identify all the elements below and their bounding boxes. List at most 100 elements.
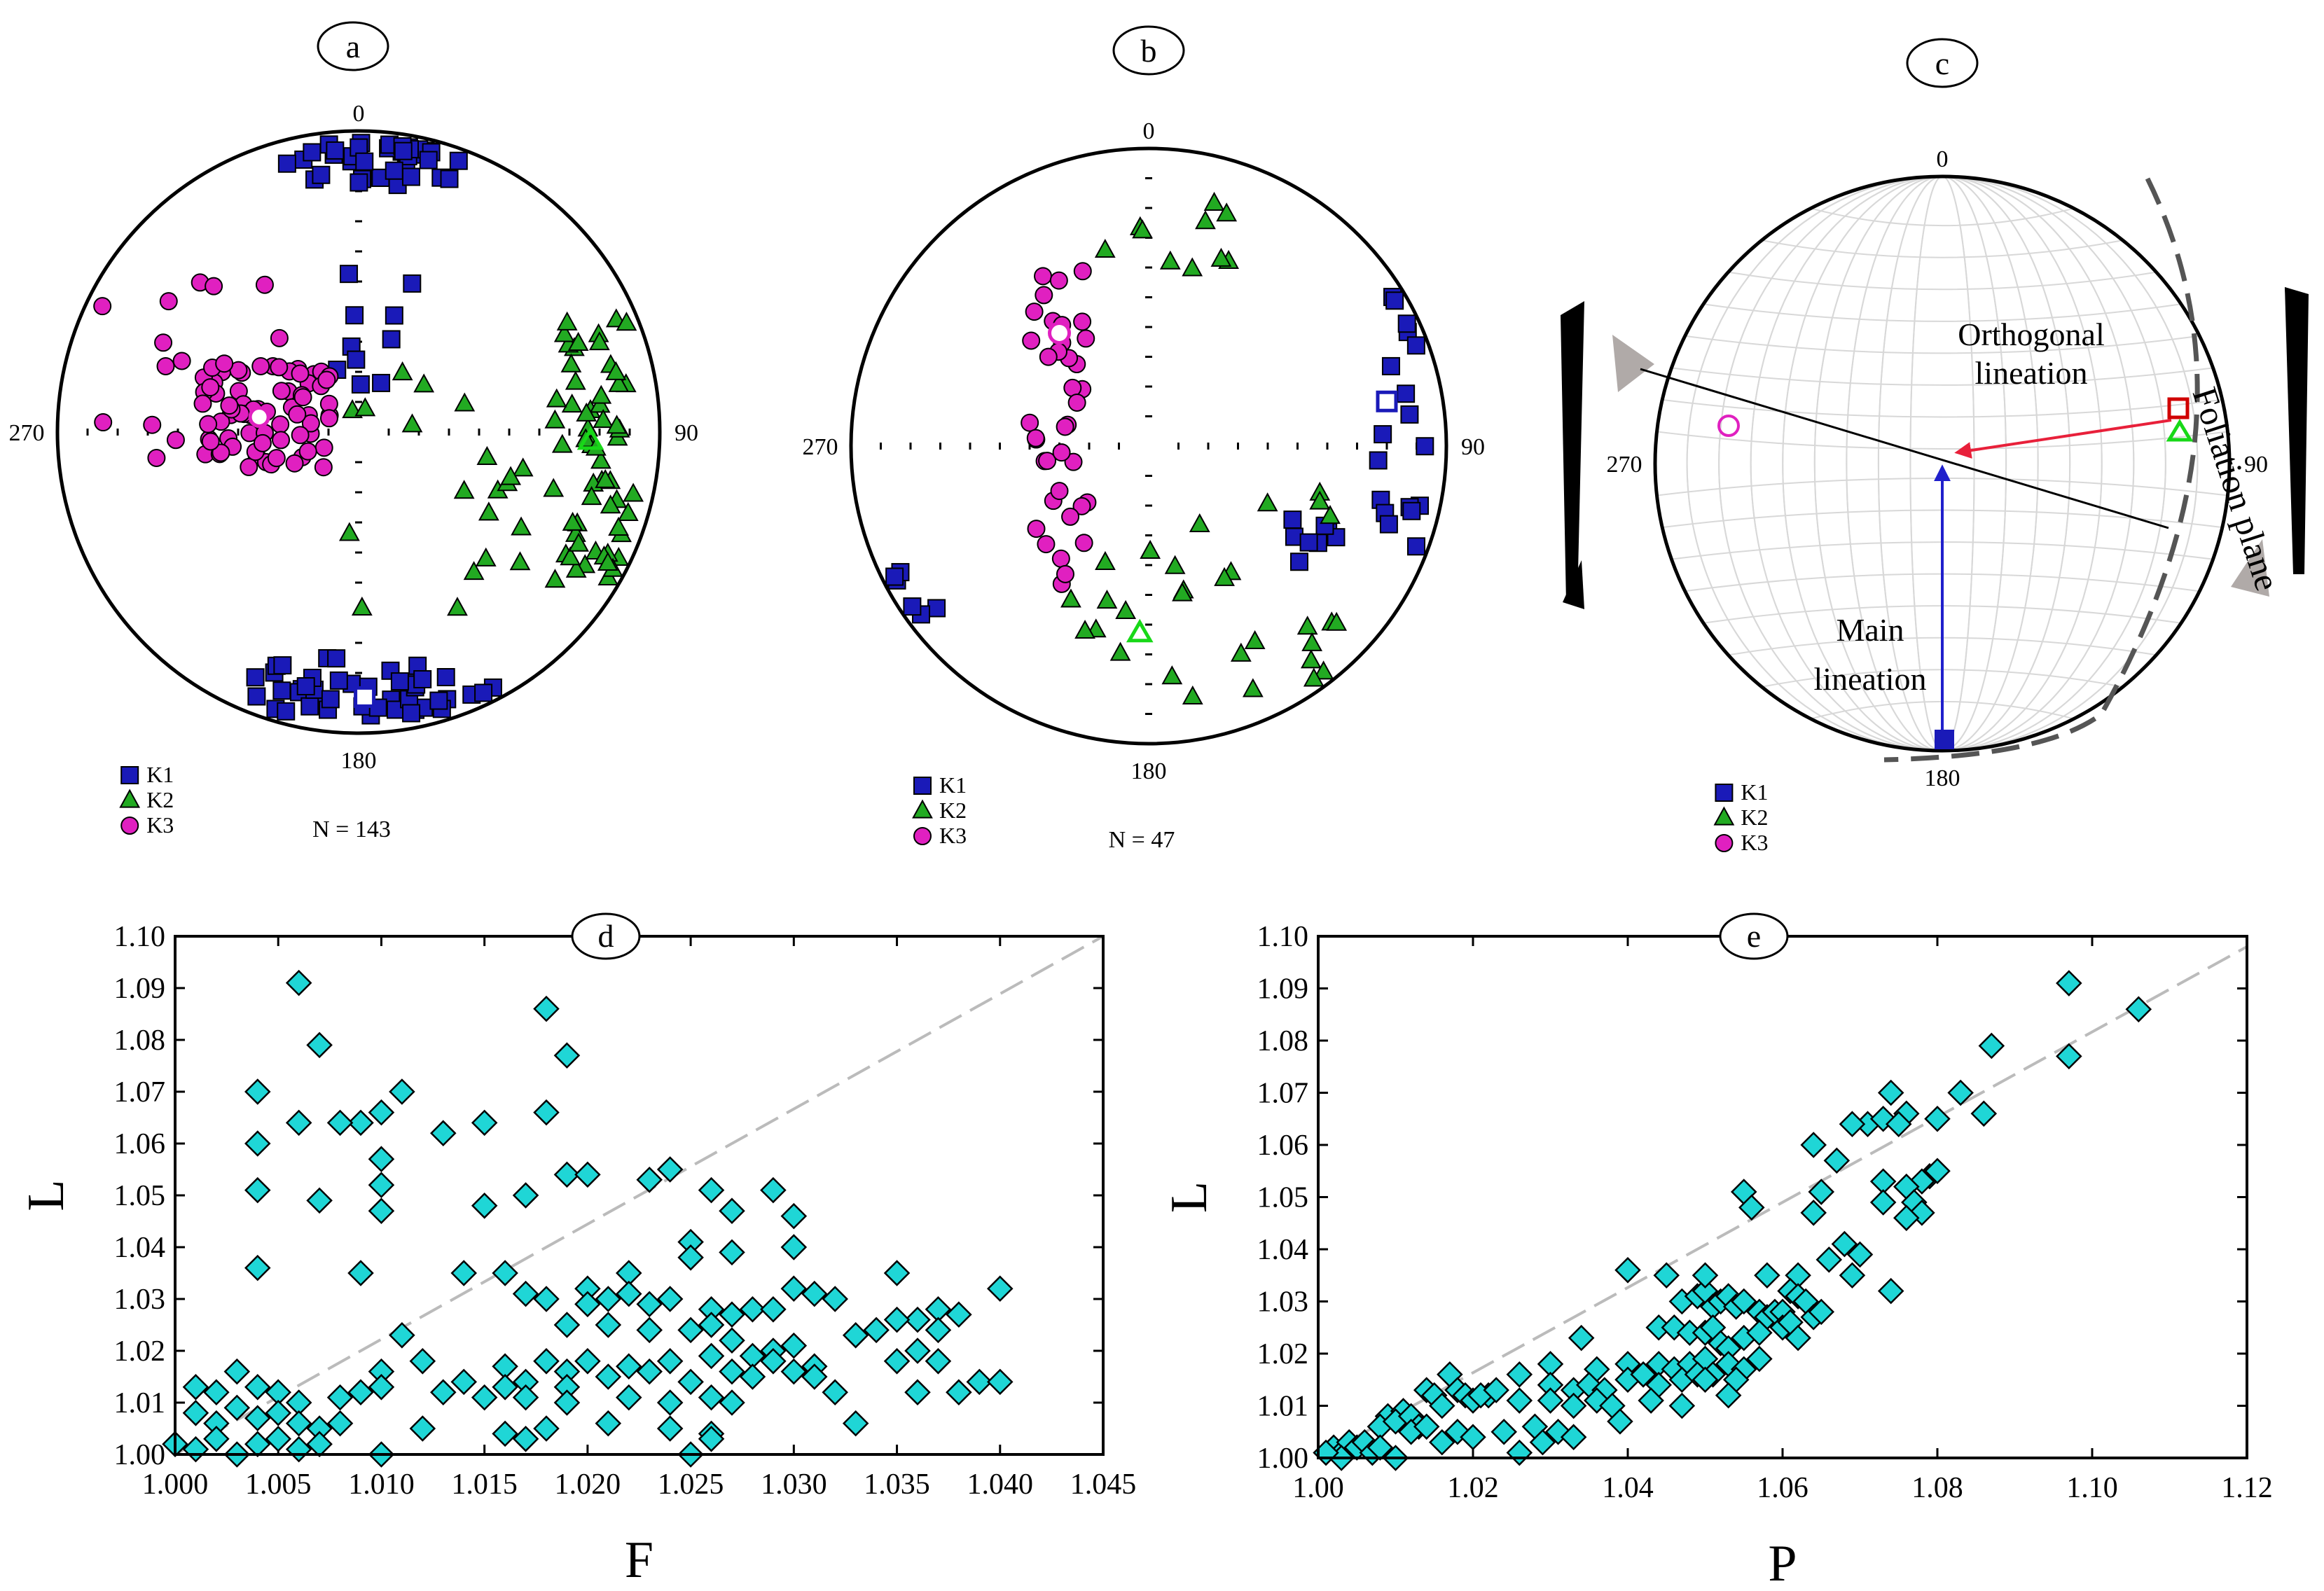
legend-label-k2: K2 bbox=[146, 787, 174, 812]
data-point bbox=[801, 1280, 828, 1307]
data-point bbox=[904, 1379, 931, 1405]
data-point bbox=[1893, 1204, 1920, 1232]
data-point bbox=[1831, 1230, 1858, 1258]
data-point bbox=[553, 1161, 581, 1188]
shear-arrow-right-tip bbox=[2285, 287, 2306, 336]
data-point bbox=[492, 1260, 518, 1286]
k2-pole bbox=[597, 551, 618, 571]
y-tick-label: 1.08 bbox=[114, 1024, 166, 1057]
data-point bbox=[656, 1348, 684, 1375]
k3-pole bbox=[154, 333, 173, 352]
k3-pole bbox=[201, 378, 220, 397]
data-point bbox=[1506, 1387, 1533, 1414]
k1-pole bbox=[474, 683, 493, 702]
k2-pole bbox=[1326, 611, 1348, 631]
k3-pole bbox=[255, 275, 274, 294]
x-tick-label: 1.06 bbox=[1757, 1472, 1808, 1504]
data-point bbox=[347, 1260, 374, 1286]
k1-pole bbox=[1379, 515, 1398, 534]
x-tick-label: 1.025 bbox=[658, 1468, 724, 1501]
k3-pole bbox=[1049, 271, 1068, 290]
panel-label: b bbox=[1141, 33, 1157, 69]
legend-label-k1: K1 bbox=[1741, 779, 1768, 805]
k3-pole bbox=[240, 457, 258, 476]
data-point bbox=[1815, 1246, 1843, 1273]
data-point bbox=[553, 1042, 581, 1069]
y-axis-title: L bbox=[1161, 1181, 1218, 1213]
direction-270: 270 bbox=[9, 420, 45, 446]
k1-pole bbox=[246, 668, 265, 687]
x-tick-label: 1.04 bbox=[1602, 1472, 1654, 1504]
k2-pole bbox=[500, 466, 521, 485]
data-point bbox=[904, 1338, 931, 1364]
data-point bbox=[780, 1275, 808, 1302]
data-point bbox=[904, 1306, 931, 1333]
data-point bbox=[574, 1291, 601, 1318]
k1-mean bbox=[354, 686, 376, 708]
k3-pole bbox=[272, 382, 291, 401]
k2-pole bbox=[1210, 247, 1232, 267]
k2-pole bbox=[623, 482, 644, 502]
x-tick-label: 1.040 bbox=[967, 1468, 1034, 1501]
data-point bbox=[1869, 1189, 1897, 1216]
data-point bbox=[1746, 1319, 1773, 1346]
k3-pole bbox=[1026, 429, 1045, 447]
legend-marker-k1 bbox=[120, 766, 139, 784]
data-point bbox=[1877, 1079, 1904, 1106]
data-point bbox=[1800, 1200, 1827, 1226]
x-tick-label: 1.02 bbox=[1447, 1472, 1499, 1504]
k2-pole bbox=[543, 478, 565, 497]
data-point bbox=[244, 1405, 271, 1431]
k2-pole bbox=[511, 516, 532, 536]
legend-label-k1: K1 bbox=[939, 772, 967, 798]
data-point bbox=[368, 1146, 395, 1172]
y-tick-label: 1.01 bbox=[1257, 1391, 1309, 1423]
legend-label-k3: K3 bbox=[939, 823, 967, 848]
data-point bbox=[450, 1260, 477, 1286]
data-point bbox=[389, 1322, 415, 1349]
k3-pole bbox=[1051, 549, 1070, 568]
data-point bbox=[1506, 1361, 1533, 1388]
k1-pole bbox=[321, 690, 340, 709]
data-point bbox=[822, 1379, 848, 1405]
data-point bbox=[1653, 1262, 1680, 1289]
direction-90: 90 bbox=[1461, 434, 1485, 460]
data-point bbox=[368, 1099, 395, 1126]
k2-pole bbox=[463, 561, 485, 581]
shear-arrow-left-tip bbox=[1563, 560, 1584, 609]
data-point bbox=[1630, 1361, 1656, 1388]
data-point bbox=[616, 1280, 642, 1307]
k2-pole bbox=[392, 361, 413, 381]
data-point bbox=[595, 1312, 622, 1338]
k3-pole bbox=[201, 432, 220, 451]
data-point bbox=[595, 1410, 622, 1437]
data-point bbox=[1715, 1382, 1742, 1409]
data-point bbox=[430, 1120, 457, 1146]
center-cross bbox=[86, 160, 631, 704]
data-point bbox=[1668, 1392, 1696, 1419]
data-point bbox=[698, 1426, 725, 1452]
data-point bbox=[409, 1415, 436, 1442]
x-tick-label: 1.00 bbox=[1292, 1472, 1344, 1504]
data-point bbox=[966, 1368, 993, 1396]
k1-pole bbox=[326, 141, 345, 160]
k1-pole bbox=[1406, 336, 1425, 355]
k1-pole bbox=[394, 141, 413, 160]
k1-pole bbox=[1402, 501, 1421, 520]
x-tick-label: 1.10 bbox=[2066, 1472, 2118, 1504]
k2-pole bbox=[1096, 589, 1118, 609]
data-point bbox=[2056, 970, 2082, 996]
data-point bbox=[326, 1410, 354, 1437]
data-point bbox=[987, 1368, 1014, 1396]
data-point bbox=[306, 1031, 333, 1059]
x-axis-title: F bbox=[625, 1531, 653, 1589]
k3-pole bbox=[1039, 347, 1058, 366]
data-point bbox=[1560, 1424, 1587, 1450]
compression-arrow-left bbox=[1612, 335, 1654, 392]
k3-pole bbox=[1027, 520, 1046, 539]
data-point bbox=[368, 1197, 395, 1224]
k1-pole bbox=[1385, 291, 1404, 310]
k3-pole bbox=[314, 438, 333, 457]
k2-pole bbox=[1313, 660, 1334, 680]
k3-pole bbox=[288, 405, 307, 424]
